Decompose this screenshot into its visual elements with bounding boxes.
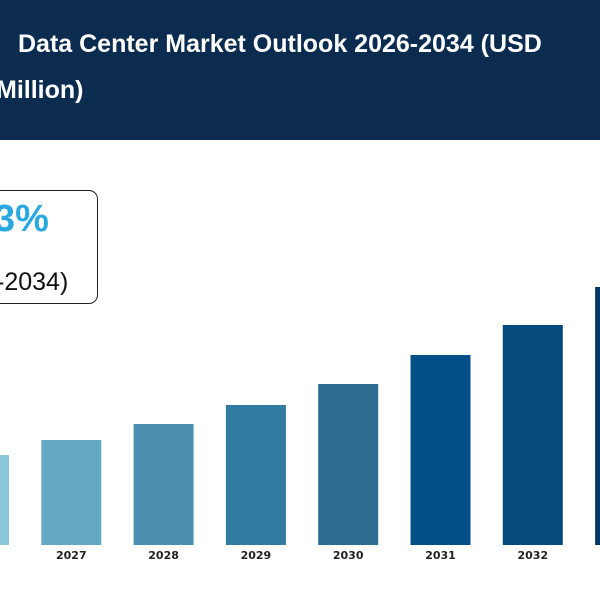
bar-2033 (595, 287, 600, 545)
cagr-value: 3% (0, 198, 49, 240)
chart-title-line2: Million) (0, 76, 84, 104)
x-tick-label-2029: 2029 (241, 549, 272, 562)
chart-title-line1: Data Center Market Outlook 2026-2034 (US… (18, 30, 542, 58)
header-banner: Data Center Market Outlook 2026-2034 (US… (0, 0, 600, 140)
bar-2029 (225, 405, 286, 545)
bar-2030 (318, 384, 379, 545)
bar-2032 (502, 325, 563, 545)
bar-2028 (133, 424, 194, 545)
bar-2027 (41, 440, 102, 545)
x-tick-label-2028: 2028 (148, 549, 179, 562)
cagr-callout-box (0, 190, 98, 304)
x-tick-label-2030: 2030 (333, 549, 364, 562)
x-tick-label-2031: 2031 (425, 549, 456, 562)
x-tick-label-2027: 2027 (56, 549, 87, 562)
bar-2031 (410, 355, 471, 545)
cagr-period: -2034) (0, 268, 69, 296)
bar-2026 (0, 455, 9, 545)
x-tick-label-2032: 2032 (517, 549, 548, 562)
